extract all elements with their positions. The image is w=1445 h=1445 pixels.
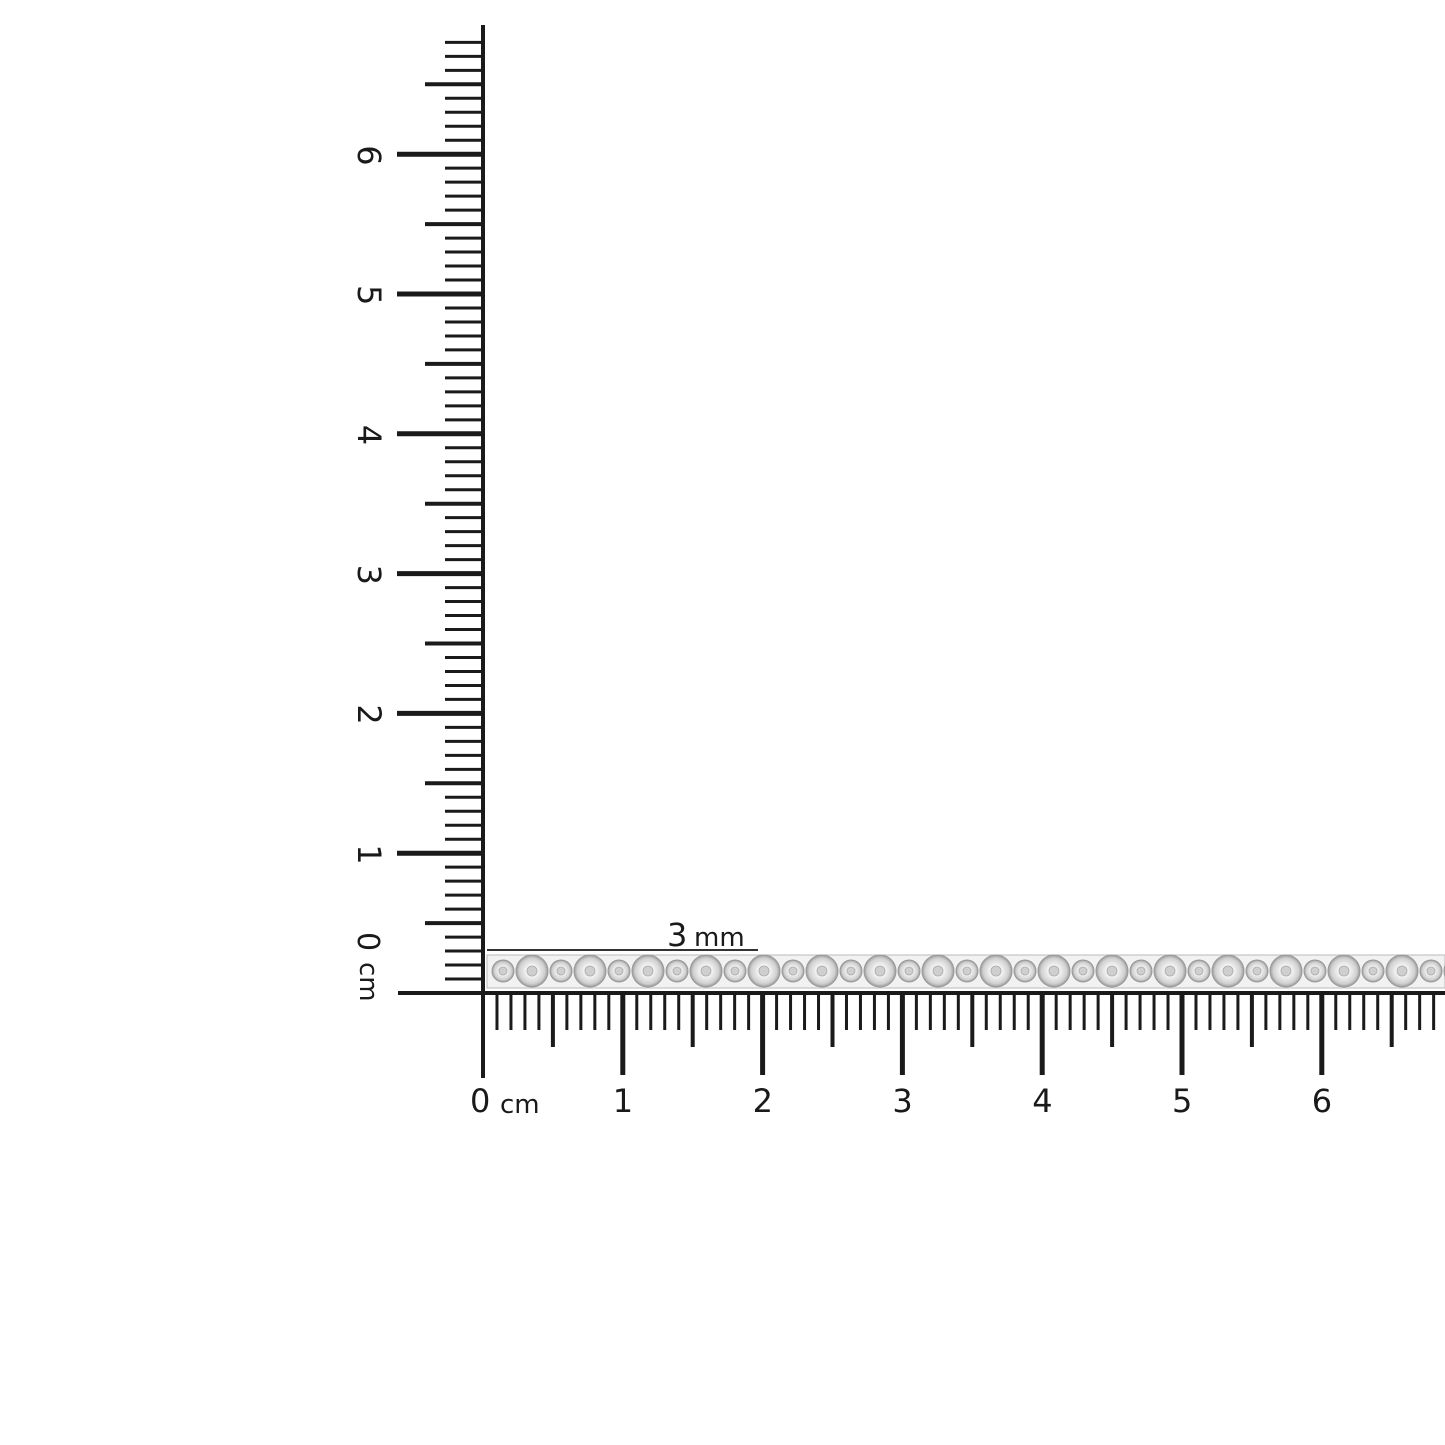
horizontal-cm-label: 3 <box>892 1082 912 1120</box>
diamond-center <box>614 966 624 976</box>
horizontal-cm-label: 1 <box>613 1082 633 1120</box>
diamond-center <box>904 966 914 976</box>
diamond-center <box>672 966 682 976</box>
diamond-center <box>526 965 538 977</box>
diamond-center <box>990 965 1002 977</box>
horizontal-cm-label: 6 <box>1312 1082 1332 1120</box>
vertical-cm-label: 5 <box>350 285 388 305</box>
ruler-ticks <box>397 25 1445 1078</box>
diamond-center <box>700 965 712 977</box>
diamond-center <box>642 965 654 977</box>
diamond-center <box>584 965 596 977</box>
diamond-center <box>932 965 944 977</box>
horizontal-unit-cm: cm <box>500 1090 540 1120</box>
diamond-center <box>1136 966 1146 976</box>
diamond-center <box>730 966 740 976</box>
vertical-unit-label: 0 <box>350 932 385 951</box>
diamond-center <box>816 965 828 977</box>
diamond-center <box>874 965 886 977</box>
diamond-center <box>1106 965 1118 977</box>
diamond-center <box>498 966 508 976</box>
diamond-center <box>1164 965 1176 977</box>
horizontal-cm-label: 5 <box>1172 1082 1192 1120</box>
vertical-cm-label: 2 <box>350 704 388 724</box>
diamond-center <box>1280 965 1292 977</box>
diamond-center <box>1048 965 1060 977</box>
diamond-center <box>1078 966 1088 976</box>
horizontal-cm-label: 0 <box>470 1082 490 1120</box>
vertical-cm-label: 4 <box>350 425 388 445</box>
diamond-center <box>1194 966 1204 976</box>
diamond-center <box>1310 966 1320 976</box>
horizontal-cm-label: 2 <box>753 1082 773 1120</box>
horizontal-cm-label: 4 <box>1032 1082 1052 1120</box>
width-measure-unit: mm <box>694 923 745 953</box>
bracelet-image <box>486 954 1445 989</box>
diamond-center <box>556 966 566 976</box>
diamond-center <box>1222 965 1234 977</box>
diamond-center <box>1426 966 1436 976</box>
vertical-unit-cm: cm <box>353 962 383 1002</box>
diamond-center <box>1396 965 1408 977</box>
ruler-labels: 1 2 3 4 5 6 0 1 2 3 4 5 6 0 cm cm 3 mm <box>350 145 1332 1120</box>
diamond-center <box>846 966 856 976</box>
diamond-center <box>1338 965 1350 977</box>
width-measure-value: 3 <box>667 916 687 954</box>
vertical-cm-label: 3 <box>350 565 388 585</box>
diamond-center <box>1020 966 1030 976</box>
diamond-center <box>1252 966 1262 976</box>
diamond-center <box>788 966 798 976</box>
diamond-center <box>758 965 770 977</box>
vertical-cm-label: 1 <box>350 844 388 864</box>
vertical-cm-label: 6 <box>350 145 388 165</box>
diamond-center <box>962 966 972 976</box>
diamond-center <box>1368 966 1378 976</box>
